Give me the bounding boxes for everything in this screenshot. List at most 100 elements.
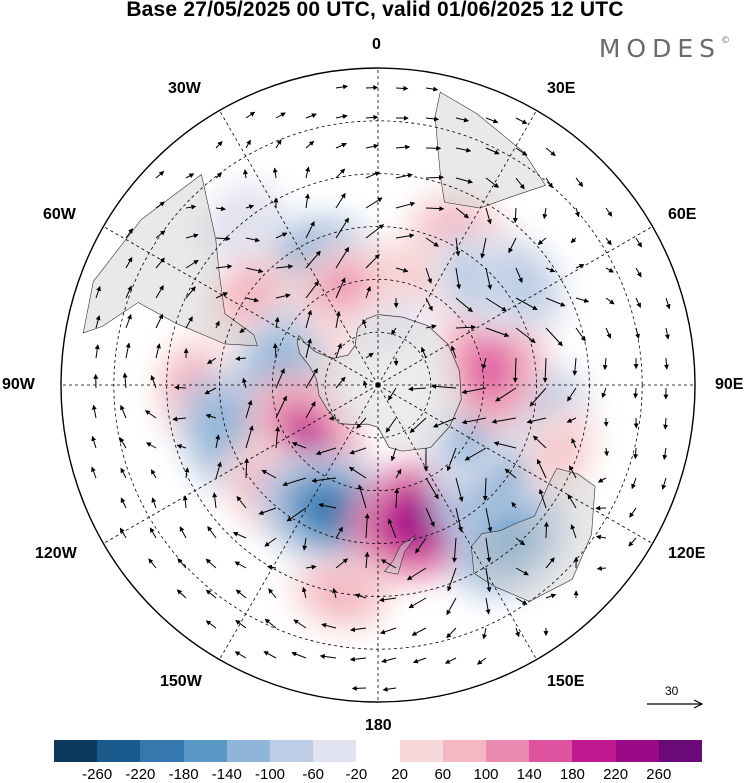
meridian-line [377,226,653,386]
wind-arrow [425,267,433,284]
colorbar-swatch [658,740,703,762]
wind-arrow [575,177,584,187]
wind-arrow [205,558,217,569]
wind-arrow [406,567,427,581]
colorbar-swatch [442,740,487,762]
wind-arrow [184,467,190,479]
wind-arrow [122,372,128,389]
wind-arrow [664,357,669,370]
lon-label-90e: 90E [715,376,744,393]
wind-arrow [461,387,487,395]
new-zealand-outline [383,534,417,575]
wind-arrow [508,237,517,254]
wind-arrow [335,246,350,269]
wind-arrow [605,237,612,246]
wind-arrow [365,285,371,299]
wind-arrow [125,228,134,239]
wind-arrow [633,387,639,399]
wind-arrow [504,468,517,479]
wind-arrow [387,518,397,539]
colorbar-tick-label: -180 [168,766,199,783]
wind-arrow [485,537,492,563]
wind-arrow [485,297,507,312]
wind-arrow [455,297,473,313]
colorbar [54,740,703,762]
wind-arrow [570,237,577,244]
colorbar-tick-label: -260 [82,766,113,783]
wind-arrow [491,417,517,424]
wind-arrow [380,559,397,569]
colorbar-swatch [486,740,530,762]
wind-arrow [155,343,161,359]
wind-arrow [354,593,367,599]
wind-arrow [545,267,556,273]
wind-arrow [537,237,547,245]
wind-arrow [425,477,439,500]
wind-arrow [629,507,637,518]
wind-arrow [365,197,383,209]
wind-arrow [411,627,427,636]
wind-arrow [275,112,286,119]
wind-arrow [215,172,223,179]
wind-arrow [545,327,563,347]
colorbar-tick-label: -60 [302,766,325,783]
wind-arrow [120,404,127,419]
wind-arrow [125,256,133,269]
wind-arrow [515,117,528,124]
wind-arrow [185,173,195,179]
wind-arrow [182,495,188,509]
wind-arrow [245,237,261,243]
wind-arrow [119,437,127,449]
wind-arrow [526,417,547,424]
wind-arrow [515,537,526,546]
meridian-line [103,384,379,544]
wind-arrow [243,169,248,179]
wind-arrow [425,237,439,247]
wind-arrow [482,627,488,640]
wind-arrow [545,297,566,307]
reference-vector-value: 30 [665,684,679,698]
pole-marker [375,382,381,388]
wind-arrow [512,207,518,224]
wind-arrow [515,597,528,605]
wind-arrow [425,86,439,92]
meridian-line [103,226,379,386]
wind-arrow [204,387,217,395]
wind-arrow [515,297,538,311]
wind-arrow [485,597,491,615]
wind-arrow [571,438,577,449]
wind-arrow [155,257,165,269]
wind-arrow [408,386,427,392]
wind-arrow [455,324,477,330]
wind-arrow [412,657,427,664]
wind-arrow [570,524,577,539]
wind-arrow [282,477,307,487]
wind-arrow [305,113,317,119]
wind-arrow [431,383,457,389]
wind-arrow [205,620,217,629]
wind-arrow [261,469,277,479]
wind-arrow [215,434,221,449]
wind-arrow [305,140,315,149]
wind-arrow [215,236,231,242]
wind-arrow [529,387,547,407]
wind-arrow [455,267,462,290]
wind-arrow [335,168,346,179]
wind-arrow [605,267,615,273]
wind-arrow [95,285,101,299]
wind-arrow [125,285,132,299]
wind-arrow [91,404,97,419]
wind-arrow [365,254,380,269]
wind-arrow [635,297,641,309]
wind-arrow [595,534,607,540]
wind-arrow [151,497,157,509]
wind-arrow [335,277,346,299]
wind-arrow [286,507,307,522]
wind-vectors [91,84,671,692]
colorbar-swatch [356,740,400,762]
colorbar-tick-label: 260 [646,766,672,783]
wind-arrow [244,458,250,479]
wind-arrow [94,344,100,359]
wind-arrow [207,357,217,365]
